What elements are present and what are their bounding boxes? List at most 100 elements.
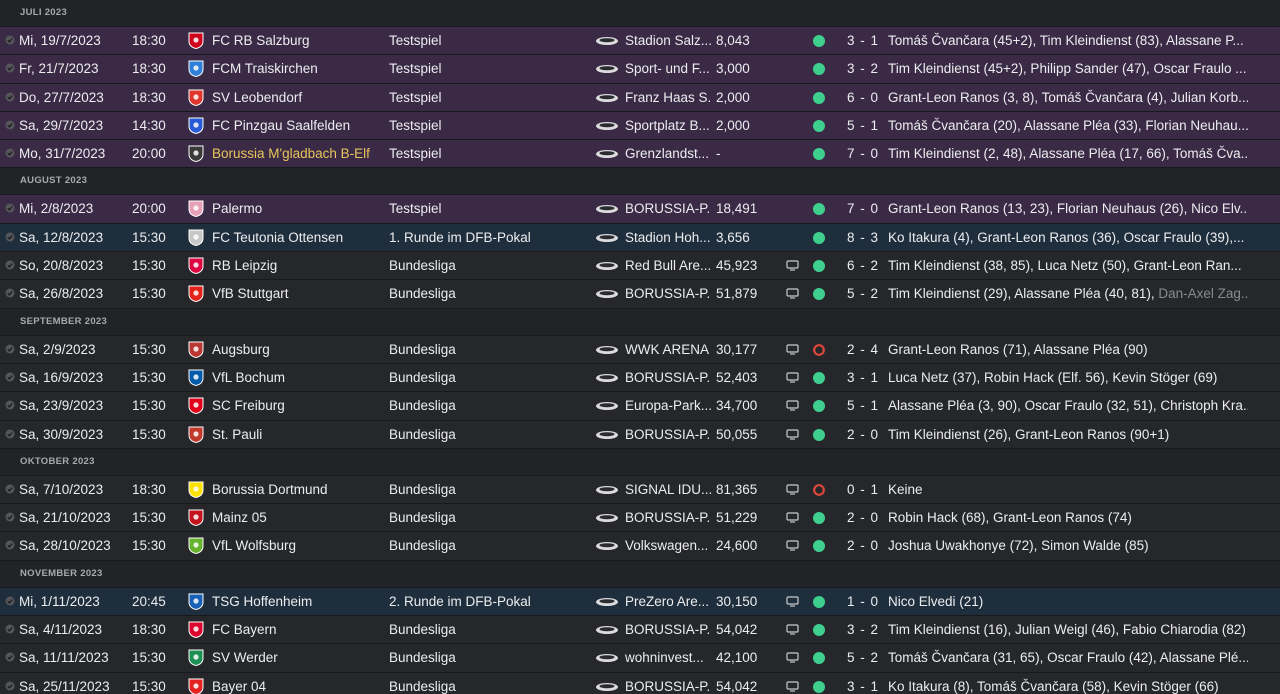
fixture-row[interactable]: Sa, 23/9/2023 15:30 SC Freiburg Bundesliga E… <box>0 392 1280 421</box>
attendance: 30,150 <box>716 593 758 609</box>
fixture-row[interactable]: Sa, 7/10/2023 18:30 Borussia Dortmund Bunde… <box>0 475 1280 505</box>
venue-name[interactable]: WWK ARENA <box>625 341 710 357</box>
fixture-row[interactable]: So, 20/8/2023 15:30 RB Leipzig Bundesliga Re… <box>0 252 1280 281</box>
fixture-row[interactable]: Sa, 29/7/2023 14:30 FC Pinzgau Saalfelden T… <box>0 111 1280 141</box>
opponent-link[interactable]: Palermo <box>212 201 263 217</box>
venue-name[interactable]: Europa-Park... <box>625 398 711 414</box>
venue-name[interactable]: BORUSSIA-P... <box>625 286 711 302</box>
goal-scorers: Keine <box>888 476 1248 503</box>
fixture-row[interactable]: Do, 27/7/2023 18:30 SV Leobendorf Testspiel… <box>0 83 1280 112</box>
attendance: 3,656 <box>716 229 750 245</box>
match-score[interactable]: 2 - 0 <box>846 538 879 554</box>
venue-name[interactable]: Volkswagen... <box>625 538 709 554</box>
fixture-row[interactable]: Sa, 21/10/2023 15:30 Mainz 05 Bundesliga BOR… <box>0 504 1280 533</box>
venue-name[interactable]: Sport- und F... <box>625 61 710 77</box>
opponent-link[interactable]: Borussia M'gladbach B-Elf <box>212 146 370 162</box>
match-score[interactable]: 5 - 1 <box>846 117 879 133</box>
venue-name[interactable]: BORUSSIA-P... <box>625 369 711 385</box>
match-score[interactable]: 3 - 2 <box>846 622 879 638</box>
match-score[interactable]: 3 - 1 <box>846 369 879 385</box>
match-score[interactable]: 2 - 0 <box>846 426 879 442</box>
match-score[interactable]: 3 - 1 <box>846 33 879 48</box>
fixture-row[interactable]: Sa, 12/8/2023 15:30 FC Teutonia Ottensen 1.… <box>0 223 1280 253</box>
match-time: 20:00 <box>132 146 166 162</box>
stadium-icon <box>596 65 618 74</box>
venue-name[interactable]: BORUSSIA-P... <box>625 678 711 694</box>
opponent-link[interactable]: Mainz 05 <box>212 510 267 526</box>
win-indicator-icon <box>813 260 825 273</box>
fixture-row[interactable]: Mi, 19/7/2023 18:30 FC RB Salzburg Testspie… <box>0 27 1280 56</box>
fixture-row[interactable]: Sa, 11/11/2023 15:30 SV Werder Bundesliga wo… <box>0 644 1280 673</box>
fixture-row[interactable]: Sa, 30/9/2023 15:30 St. Pauli Bundesliga BOR… <box>0 420 1280 449</box>
match-score[interactable]: 5 - 1 <box>846 398 879 414</box>
goal-scorers: Tim Kleindienst (16), Julian Weigl (46),… <box>888 616 1248 643</box>
opponent-link[interactable]: FC RB Salzburg <box>212 33 310 48</box>
opponent-link[interactable]: VfL Bochum <box>212 369 286 385</box>
venue-name[interactable]: Grenzlandst... <box>625 146 710 162</box>
opponent-link[interactable]: VfL Wolfsburg <box>212 538 297 554</box>
match-score[interactable]: 6 - 0 <box>846 89 879 105</box>
match-score[interactable]: 7 - 0 <box>846 201 879 217</box>
club-crest-icon <box>188 257 204 275</box>
opponent-link[interactable]: RB Leipzig <box>212 258 278 274</box>
venue-name[interactable]: BORUSSIA-P... <box>625 622 711 638</box>
match-score[interactable]: 2 - 0 <box>846 510 879 526</box>
attendance: 51,879 <box>716 286 758 302</box>
match-score[interactable]: 7 - 0 <box>846 146 879 162</box>
venue-name[interactable]: SIGNAL IDU... <box>625 481 711 497</box>
opponent-link[interactable]: VfB Stuttgart <box>212 286 289 302</box>
match-score[interactable]: 1 - 0 <box>846 593 879 609</box>
fixture-row[interactable]: Mo, 31/7/2023 20:00 Borussia M'gladbach B-… <box>0 140 1280 169</box>
fixture-row[interactable]: Fr, 21/7/2023 18:30 FCM Traiskirchen Testsp… <box>0 55 1280 84</box>
fixture-row[interactable]: Mi, 2/8/2023 20:00 Palermo Testspiel BORUSSI… <box>0 195 1280 224</box>
fixture-row[interactable]: Sa, 16/9/2023 15:30 VfL Bochum Bundesliga BO… <box>0 363 1280 393</box>
win-indicator-icon <box>813 35 825 47</box>
opponent-link[interactable]: SV Leobendorf <box>212 89 303 105</box>
opponent-link[interactable]: Augsburg <box>212 341 270 357</box>
opponent-link[interactable]: St. Pauli <box>212 426 263 442</box>
venue-name[interactable]: Red Bull Are... <box>625 258 711 274</box>
goal-scorers: Tim Kleindienst (29), Alassane Pléa (40,… <box>888 280 1248 307</box>
scorers-text: Joshua Uwakhonye (72), Simon Walde (85) <box>888 538 1149 554</box>
venue-name[interactable]: wohninvest... <box>625 650 704 666</box>
opponent-link[interactable]: Bayer 04 <box>212 678 267 694</box>
venue-name[interactable]: BORUSSIA-P... <box>625 510 711 526</box>
match-score[interactable]: 2 - 4 <box>846 341 879 357</box>
venue-name[interactable]: Franz Haas S... <box>625 89 711 105</box>
venue-name[interactable]: Stadion Salz... <box>625 33 711 48</box>
match-score[interactable]: 3 - 2 <box>846 61 879 77</box>
venue-name[interactable]: BORUSSIA-P... <box>625 201 711 217</box>
opponent-link[interactable]: SV Werder <box>212 650 278 666</box>
fixture-row[interactable]: Mi, 1/11/2023 20:45 TSG Hoffenheim 2. Runde… <box>0 587 1280 617</box>
venue-name[interactable]: Sportplatz B... <box>625 117 710 133</box>
club-crest-icon <box>188 678 204 694</box>
match-score[interactable]: 5 - 2 <box>846 286 879 302</box>
fixture-row[interactable]: Sa, 28/10/2023 15:30 VfL Wolfsburg Bundesli… <box>0 532 1280 561</box>
scorers-text: Tim Kleindienst (45+2), Philipp Sander (… <box>888 61 1247 77</box>
month-header: SEPTEMBER 2023 <box>0 308 1280 336</box>
match-score[interactable]: 3 - 1 <box>846 678 879 694</box>
match-date: Sa, 29/7/2023 <box>19 117 104 133</box>
fixture-row[interactable]: Sa, 2/9/2023 15:30 Augsburg Bundesliga WWK A… <box>0 335 1280 364</box>
opponent-link[interactable]: FCM Traiskirchen <box>212 61 318 77</box>
attendance: 8,043 <box>716 33 750 48</box>
stadium-icon <box>596 205 618 214</box>
match-score[interactable]: 5 - 2 <box>846 650 879 666</box>
match-score[interactable]: 8 - 3 <box>846 229 879 245</box>
match-score[interactable]: 6 - 2 <box>846 258 879 274</box>
opponent-link[interactable]: FC Pinzgau Saalfelden <box>212 117 351 133</box>
opponent-link[interactable]: SC Freiburg <box>212 398 285 414</box>
opponent-link[interactable]: FC Bayern <box>212 622 277 638</box>
fixture-row[interactable]: Sa, 25/11/2023 15:30 Bayer 04 Bundesliga BOR… <box>0 672 1280 694</box>
venue-name[interactable]: PreZero Are... <box>625 593 710 609</box>
scorers-text: Tomáš Čvančara (20), Alassane Pléa (33),… <box>888 117 1248 133</box>
opponent-link[interactable]: FC Teutonia Ottensen <box>212 229 344 245</box>
opponent-link[interactable]: Borussia Dortmund <box>212 481 328 497</box>
fixture-row[interactable]: Sa, 4/11/2023 18:30 FC Bayern Bundesliga BOR… <box>0 616 1280 645</box>
match-score[interactable]: 0 - 1 <box>846 481 879 497</box>
scorers-text: Tim Kleindienst (2, 48), Alassane Pléa (… <box>888 146 1248 162</box>
opponent-link[interactable]: TSG Hoffenheim <box>212 593 313 609</box>
venue-name[interactable]: Stadion Hoh... <box>625 229 711 245</box>
venue-name[interactable]: BORUSSIA-P... <box>625 426 711 442</box>
fixture-row[interactable]: Sa, 26/8/2023 15:30 VfB Stuttgart Bundeslig… <box>0 280 1280 309</box>
